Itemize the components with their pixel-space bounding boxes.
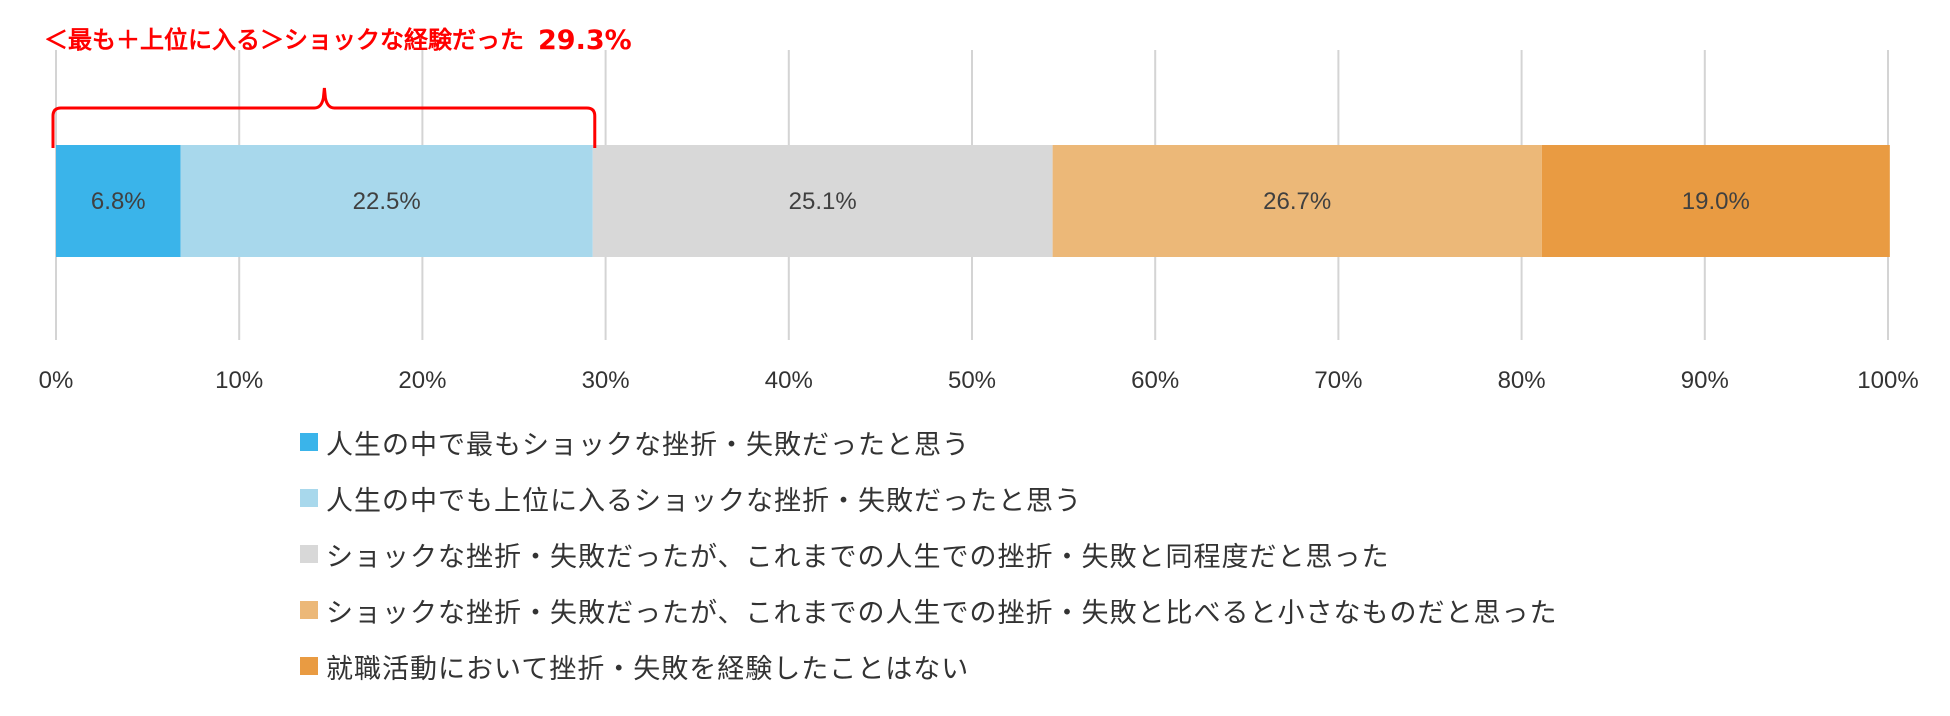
x-tick-label: 90% (1681, 367, 1729, 394)
legend-swatch (300, 489, 318, 507)
x-tick-label: 20% (398, 367, 446, 394)
data-label: 22.5% (353, 188, 421, 215)
x-tick-label: 70% (1314, 367, 1362, 394)
legend-item: 人生の中で最もショックな挫折・失敗だったと思う (300, 420, 1557, 464)
legend-item: 人生の中でも上位に入るショックな挫折・失敗だったと思う (300, 476, 1557, 520)
bar-segment (1052, 145, 1542, 257)
legend-label: 就職活動において挫折・失敗を経験したことはない (326, 653, 970, 685)
bar-segment (1541, 145, 1890, 257)
stacked-bar-chart: 6.8% 22.5% 25.1% 26.7% 19.0% 0% 10% 20% 30% 40% 5… (39, 25, 1919, 394)
x-tick-label: 40% (765, 367, 813, 394)
segment-labels: 6.8% 22.5% 25.1% 26.7% 19.0% (91, 188, 1750, 215)
legend-label: ショックな挫折・失敗だったが、これまでの人生での挫折・失敗と比べると小さなものだ… (326, 597, 1558, 629)
legend-swatch (300, 601, 318, 619)
annotation-text: ＜最も＋上位に入る＞ショックな経験だった (44, 26, 524, 54)
bar-segment (56, 145, 181, 257)
legend-label: ショックな挫折・失敗だったが、これまでの人生での挫折・失敗と同程度だと思った (326, 541, 1390, 573)
data-label: 26.7% (1263, 188, 1331, 215)
data-label: 6.8% (91, 188, 146, 215)
x-tick-label: 0% (39, 367, 74, 394)
x-axis-ticks: 0% 10% 20% 30% 40% 50% 60% 70% 80% 90% 100% (39, 367, 1919, 394)
annotation: ＜最も＋上位に入る＞ショックな経験だった 29.3% (44, 25, 632, 148)
annotation-value: 29.3% (538, 25, 632, 56)
legend-swatch (300, 657, 318, 675)
annotation-brace (51, 87, 597, 148)
data-label: 19.0% (1682, 188, 1750, 215)
x-tick-label: 50% (948, 367, 996, 394)
legend-label: 人生の中で最もショックな挫折・失敗だったと思う (326, 429, 970, 461)
legend-swatch (300, 433, 318, 451)
data-label: 25.1% (789, 188, 857, 215)
x-tick-label: 80% (1498, 367, 1546, 394)
x-tick-label: 10% (215, 367, 263, 394)
bar-segment (180, 145, 593, 257)
x-tick-label: 60% (1131, 367, 1179, 394)
legend-item: ショックな挫折・失敗だったが、これまでの人生での挫折・失敗と同程度だと思った (300, 532, 1557, 576)
bar-segments (56, 145, 1890, 257)
chart-legend: 人生の中で最もショックな挫折・失敗だったと思う人生の中でも上位に入るショックな挫… (300, 420, 1557, 700)
x-tick-label: 100% (1857, 367, 1918, 394)
bar-segment (592, 145, 1053, 257)
legend-item: ショックな挫折・失敗だったが、これまでの人生での挫折・失敗と比べると小さなものだ… (300, 588, 1557, 632)
legend-item: 就職活動において挫折・失敗を経験したことはない (300, 644, 1557, 688)
legend-label: 人生の中でも上位に入るショックな挫折・失敗だったと思う (326, 485, 1082, 517)
legend-swatch (300, 545, 318, 563)
x-tick-label: 30% (582, 367, 630, 394)
